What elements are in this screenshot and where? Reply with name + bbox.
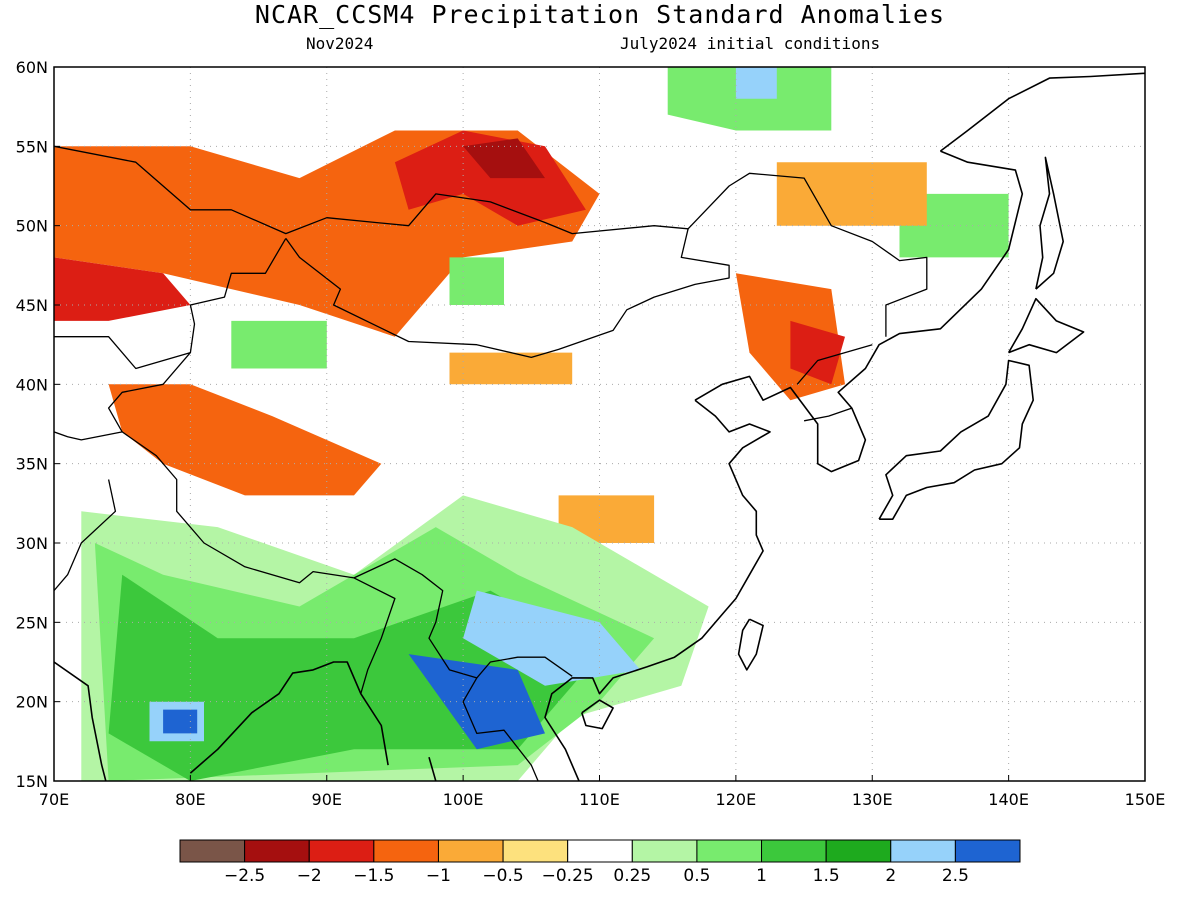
- colorbar-swatch-9: [761, 839, 827, 863]
- chart-title: NCAR_CCSM4 Precipitation Standard Anomal…: [254, 0, 946, 29]
- tick-label-lon-150E: 150E: [1125, 790, 1166, 809]
- anomaly-region-7: [790, 320, 845, 385]
- colorbar-label-3: −1: [426, 866, 451, 886]
- colorbar-label-7: 0.5: [683, 866, 710, 886]
- colorbar-swatch-0: [179, 839, 246, 863]
- colorbar-swatch-4: [437, 839, 504, 863]
- colorbar-label-0: −2.5: [224, 866, 265, 886]
- coastline-myanmar-thai-coast: [428, 756, 437, 781]
- tick-label-lat-40N: 40N: [16, 375, 48, 394]
- border-india-pak-nepal: [54, 479, 117, 592]
- anomaly-region-20: [231, 320, 327, 369]
- colorbar-swatch-12: [954, 839, 1021, 863]
- anomaly-region-12: [463, 590, 641, 686]
- colorbar-swatch-10: [825, 839, 892, 863]
- latitude-ticks: 15N 20N 25N 30N 35N 40N 45N 50N 55N 60N: [16, 58, 60, 791]
- coastline-hainan: [581, 699, 614, 730]
- border-indochina-borders: [462, 677, 539, 781]
- border-korea-china-border: [796, 344, 873, 385]
- colorbar-swatch-1: [244, 839, 310, 863]
- colorbar-label-11: 2.5: [942, 866, 969, 886]
- coastlines: [54, 72, 1145, 781]
- coastline-taiwan: [737, 618, 764, 671]
- colorbar-label-10: 2: [885, 866, 896, 886]
- coastline-bay-of-bengal-coast: [189, 661, 389, 774]
- colorbar-label-5: −0.25: [542, 866, 594, 886]
- tick-label-lat-60N: 60N: [16, 58, 48, 77]
- coastline-japan-honshu: [878, 359, 1034, 521]
- tick-label-lat-50N: 50N: [16, 217, 48, 236]
- border-myanmar-india-border: [353, 577, 396, 694]
- anomaly-region-4: [108, 384, 382, 496]
- border-mongolia-china-border: [285, 228, 730, 359]
- border-central-asia-borders: [54, 336, 192, 441]
- colorbar: −2.5 −2 −1.5 −1 −0.5 −0.25 0.25 0.5 1 1.5 2 2.5: [179, 839, 1021, 886]
- tick-label-lon-90E: 90E: [312, 790, 342, 809]
- anomaly-region-17: [735, 67, 777, 99]
- colorbar-label-9: 1.5: [813, 866, 840, 886]
- coastline-kamchatka-west: [1144, 74, 1145, 76]
- colorbar-swatch-6: [567, 839, 633, 863]
- border-china-india-border: [121, 431, 573, 679]
- coastline-okhotsk-coast: [939, 72, 1145, 152]
- tick-label-lon-110E: 110E: [579, 790, 620, 809]
- border-russia-border: [54, 145, 928, 337]
- gridlines: [54, 67, 1145, 781]
- coastline-bohai-korea-coast: [694, 150, 1024, 473]
- colorbar-label-2: −1.5: [353, 866, 394, 886]
- colorbar-swatch-7: [631, 839, 698, 863]
- colorbar-swatch-8: [696, 839, 763, 863]
- anomaly-region-19: [776, 162, 927, 226]
- anomaly-region-16: [667, 67, 832, 131]
- coastline-india-coast: [54, 661, 107, 781]
- tick-label-lat-35N: 35N: [16, 455, 48, 474]
- coastline-japan-hokkaido: [1007, 297, 1085, 354]
- tick-label-lon-70E: 70E: [39, 790, 69, 809]
- anomaly-region-5: [558, 495, 655, 543]
- tick-label-lat-30N: 30N: [16, 534, 48, 553]
- tick-label-lat-20N: 20N: [16, 693, 48, 712]
- tick-label-lon-100E: 100E: [443, 790, 484, 809]
- init-conditions-label: July2024 initial conditions: [620, 34, 881, 53]
- tick-label-lat-15N: 15N: [16, 772, 48, 791]
- colorbar-swatch-11: [890, 839, 956, 863]
- country-borders: [54, 145, 928, 781]
- colorbar-swatch-5: [502, 839, 569, 863]
- border-china-kazakh-border: [189, 238, 287, 353]
- colorbar-label-1: −2: [297, 866, 322, 886]
- colorbar-swatch-2: [308, 839, 375, 863]
- tick-label-lat-55N: 55N: [16, 137, 48, 156]
- tick-label-lat-25N: 25N: [16, 613, 48, 632]
- coastline-sakhalin: [1035, 156, 1064, 290]
- valid-month-label: Nov2024: [306, 34, 374, 53]
- longitude-ticks: 70E 80E 90E 100E 110E 120E 130E 140E 150E: [39, 775, 1166, 809]
- anomaly-fill-layer: [54, 67, 1009, 781]
- colorbar-label-4: −0.5: [482, 866, 523, 886]
- coastline-china-coast: [544, 399, 771, 781]
- anomaly-region-21: [449, 257, 504, 305]
- tick-label-lon-120E: 120E: [716, 790, 757, 809]
- tick-label-lon-130E: 130E: [852, 790, 893, 809]
- tick-label-lat-45N: 45N: [16, 296, 48, 315]
- anomaly-region-2: [463, 138, 545, 179]
- anomaly-region-8: [449, 352, 573, 385]
- colorbar-label-6: 0.25: [613, 866, 651, 886]
- colorbar-swatch-3: [373, 839, 439, 863]
- tick-label-lon-140E: 140E: [988, 790, 1029, 809]
- tick-label-lon-80E: 80E: [175, 790, 205, 809]
- border-korean-dmz: [803, 407, 853, 422]
- anomaly-region-13: [408, 654, 545, 750]
- anomaly-region-15: [163, 709, 198, 734]
- colorbar-label-8: 1: [756, 866, 767, 886]
